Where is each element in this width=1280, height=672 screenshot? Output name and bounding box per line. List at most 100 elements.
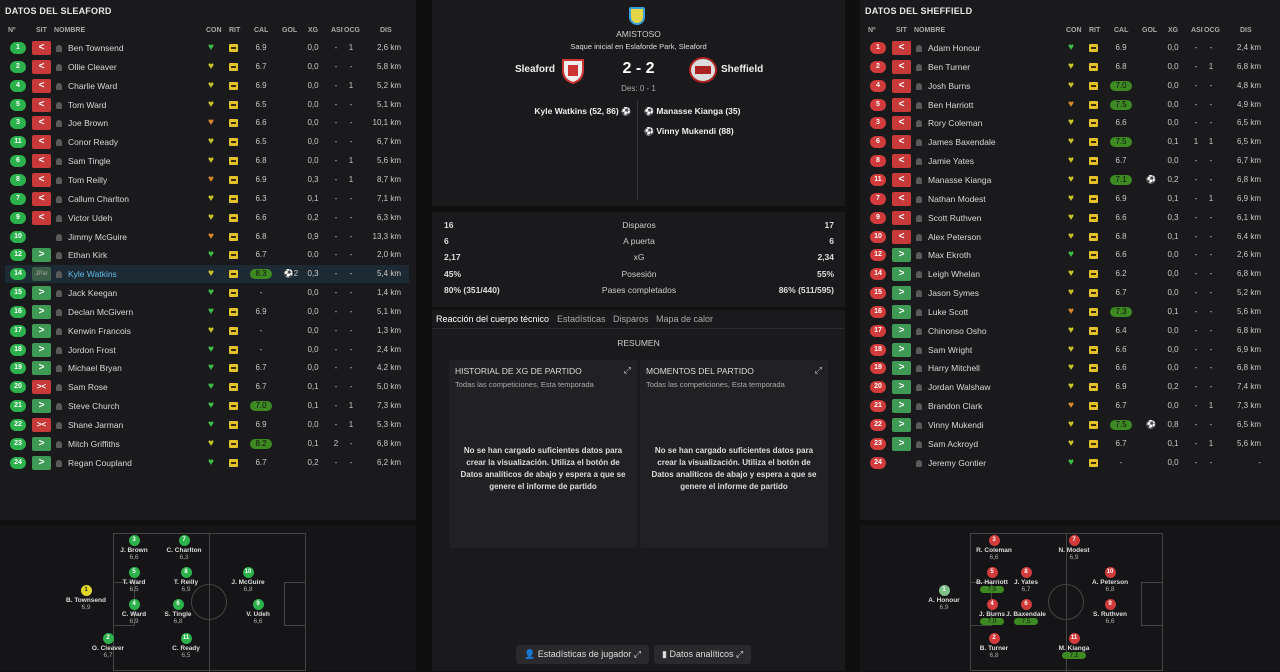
table-row[interactable]: 5 < Ben Harriott ♥ 7.5 0,0 - - 4,9 km: [865, 96, 1269, 114]
substitution-status-icon[interactable]: >: [32, 399, 51, 414]
substitution-status-icon[interactable]: >: [892, 342, 911, 357]
substitution-status-icon[interactable]: <: [32, 59, 51, 74]
player-name[interactable]: Jimmy McGuire: [68, 231, 128, 242]
table-row[interactable]: 6 < James Baxendale ♥ 7.5 0,1 1 1 6,5 km: [865, 133, 1269, 151]
away-crest-icon[interactable]: [688, 56, 718, 84]
column-header-asi[interactable]: ASI: [331, 27, 343, 34]
pitch-player[interactable]: 11 M. Kianga 7,1: [1044, 633, 1104, 659]
player-name[interactable]: Vinny Mukendi: [928, 420, 984, 430]
table-row[interactable]: 2 < Ben Turner ♥ 6.8 0,0 -1 6,8 km: [865, 58, 1269, 76]
substitution-status-icon[interactable]: >: [32, 455, 51, 470]
table-row[interactable]: 9 < Scott Ruthven ♥ 6.6 0,3 - - 6,1 km: [865, 209, 1269, 227]
column-header-rit[interactable]: RIT: [1089, 27, 1101, 34]
pitch-player[interactable]: 10 J. McGuire 6,8: [218, 567, 278, 593]
substitution-status-icon[interactable]: <: [892, 97, 911, 112]
player-name[interactable]: Joe Brown: [68, 118, 109, 129]
expand-icon[interactable]: ⤢: [623, 365, 631, 375]
column-header-cal[interactable]: CAL: [254, 27, 269, 34]
table-row[interactable]: 9 < Victor Udeh ♥ 6.6 0,2 - - 6,3 km: [5, 209, 409, 227]
table-row[interactable]: 17 > Chinonso Osho ♥ 6.4 0,0 - - 6,8 km: [865, 322, 1269, 340]
player-name[interactable]: Sam Ackroyd: [928, 438, 979, 449]
substitution-status-icon[interactable]: <: [32, 191, 51, 206]
substitution-status-icon[interactable]: >: [892, 323, 911, 338]
column-header-dis[interactable]: DIS: [1240, 27, 1252, 34]
substitution-status-icon[interactable]: >: [32, 286, 51, 301]
pitch-player[interactable]: 2 O. Cleaver 6,7: [78, 633, 138, 659]
column-header-nombre[interactable]: NOMBRE: [54, 27, 86, 34]
substitution-status-icon[interactable]: <: [892, 210, 911, 225]
table-row[interactable]: 15 > Jack Keegan ♥ - 0,0 - - 1,4 km: [5, 284, 409, 302]
table-row[interactable]: 20 > Jordan Walshaw ♥ 6.9 0,2 - - 7,4 km: [865, 378, 1269, 396]
table-row[interactable]: 24 > Regan Coupland ♥ 6.7 0,2 - - 6,2 km: [5, 454, 409, 472]
pitch-player[interactable]: 7 C. Charlton 6,3: [154, 535, 214, 561]
substitution-status-icon[interactable]: JPar: [32, 267, 51, 282]
player-name[interactable]: Jason Symes: [928, 288, 980, 299]
substitution-status-icon[interactable]: >: [892, 361, 911, 376]
player-name[interactable]: Ethan Kirk: [68, 250, 108, 261]
substitution-status-icon[interactable]: <: [892, 78, 911, 93]
column-header-cal[interactable]: CAL: [1114, 27, 1129, 34]
substitution-status-icon[interactable]: ><: [32, 380, 51, 395]
table-row[interactable]: 18 > Sam Wright ♥ 6.6 0,0 - - 6,9 km: [865, 341, 1269, 359]
table-row[interactable]: 18 > Jordon Frost ♥ - 0,0 - - 2,4 km: [5, 341, 409, 359]
player-name[interactable]: Victor Udeh: [68, 212, 113, 223]
table-row[interactable]: 22 > Vinny Mukendi ♥ 7.5 ⚽ 0,8 - - 6,5 km: [865, 416, 1269, 434]
player-name[interactable]: Ben Townsend: [68, 43, 124, 53]
pitch-player[interactable]: 5 T. Ward 6,5: [104, 567, 164, 593]
column-header-no[interactable]: Nº: [868, 27, 876, 34]
pitch-player[interactable]: 4 C. Ward 6,9: [104, 599, 164, 625]
table-row[interactable]: 16 > Declan McGivern ♥ 6.9 0,0 - - 5,1 km: [5, 303, 409, 321]
substitution-status-icon[interactable]: >: [32, 304, 51, 319]
table-row[interactable]: 11 < Manasse Kianga ♥ 7.1 ⚽ 0,2 - - 6,8 km: [865, 171, 1269, 189]
substitution-status-icon[interactable]: >: [892, 286, 911, 301]
column-header-con[interactable]: CON: [1066, 27, 1082, 34]
player-name[interactable]: Sam Tingle: [68, 156, 111, 167]
substitution-status-icon[interactable]: <: [32, 210, 51, 225]
pitch-player[interactable]: 3 J. Brown 6,6: [104, 535, 164, 561]
substitution-status-icon[interactable]: <: [32, 41, 51, 55]
substitution-status-icon[interactable]: >: [892, 267, 911, 282]
table-row[interactable]: 14 JPar Kyle Watkins ♥ 8.3 ⚽2 0,3 - - 5,4 km: [5, 265, 409, 284]
table-row[interactable]: 19 > Harry Mitchell ♥ 6.6 0,0 - - 6,8 km: [865, 359, 1269, 377]
column-header-ocg[interactable]: OCG: [344, 27, 360, 34]
column-header-rit[interactable]: RIT: [229, 27, 241, 34]
substitution-status-icon[interactable]: >: [32, 436, 51, 451]
table-row[interactable]: 3 < Rory Coleman ♥ 6.6 0,0 - - 6,5 km: [865, 114, 1269, 132]
substitution-status-icon[interactable]: <: [32, 116, 51, 131]
substitution-status-icon[interactable]: <: [32, 154, 51, 169]
player-name[interactable]: Ollie Cleaver: [68, 61, 117, 72]
player-name[interactable]: Jack Keegan: [68, 288, 118, 299]
player-name[interactable]: Max Ekroth: [928, 250, 971, 261]
table-row[interactable]: 6 < Sam Tingle ♥ 6.8 0,0 -1 5,6 km: [5, 152, 409, 170]
player-name[interactable]: Luke Scott: [928, 306, 969, 317]
substitution-status-icon[interactable]: <: [892, 172, 911, 187]
table-row[interactable]: 16 > Luke Scott ♥ 7.3 0,1 - - 5,6 km: [865, 303, 1269, 321]
column-header-sit[interactable]: SIT: [896, 27, 907, 34]
pitch-player[interactable]: 9 S. Ruthven 6,6: [1080, 599, 1140, 625]
table-row[interactable]: 10 Jimmy McGuire ♥ 6.8 0,9 - - 13,3 km: [5, 228, 409, 246]
column-header-gol[interactable]: GOL: [1142, 27, 1158, 34]
player-name[interactable]: Kyle Watkins: [68, 269, 117, 280]
column-header-sit[interactable]: SIT: [36, 27, 47, 34]
pitch-player[interactable]: 6 S. Tingle 6,8: [148, 599, 208, 625]
table-row[interactable]: 21 > Brandon Clark ♥ 6.7 0,0 -1 7,3 km: [865, 397, 1269, 415]
player-name[interactable]: Ben Harriott: [928, 99, 974, 110]
column-header-xg[interactable]: XG: [308, 27, 319, 34]
substitution-status-icon[interactable]: <: [32, 172, 51, 187]
tab-2[interactable]: Disparos: [613, 314, 649, 324]
table-row[interactable]: 19 > Michael Bryan ♥ 6.7 0,0 - - 4,2 km: [5, 359, 409, 377]
pitch-player[interactable]: 3 R. Coleman 6,6: [964, 535, 1024, 561]
pitch-player[interactable]: 9 V. Udeh 6,6: [228, 599, 288, 625]
player-name[interactable]: Sam Rose: [68, 382, 108, 393]
pitch-player[interactable]: 6 J. Baxendale 7,5: [996, 599, 1056, 625]
substitution-status-icon[interactable]: >: [892, 380, 911, 395]
table-row[interactable]: 1 < Adam Honour ♥ 6.9 0,0 - - 2,4 km: [865, 39, 1269, 57]
pitch-player[interactable]: 11 C. Ready 6,5: [156, 633, 216, 659]
table-row[interactable]: 1 < Ben Townsend ♥ 6.9 0,0 - 1 2,6 km: [5, 39, 409, 57]
player-name[interactable]: Shane Jarman: [68, 420, 124, 430]
table-row[interactable]: 3 < Joe Brown ♥ 6.6 0,0 - - 10,1 km: [5, 114, 409, 132]
table-row[interactable]: 2 < Ollie Cleaver ♥ 6.7 0,0 - - 5,8 km: [5, 58, 409, 76]
table-row[interactable]: 21 > Steve Church ♥ 7.0 0,1 -1 7,3 km: [5, 397, 409, 415]
player-name[interactable]: Scott Ruthven: [928, 212, 982, 223]
player-name[interactable]: Kenwin Francois: [68, 325, 131, 336]
